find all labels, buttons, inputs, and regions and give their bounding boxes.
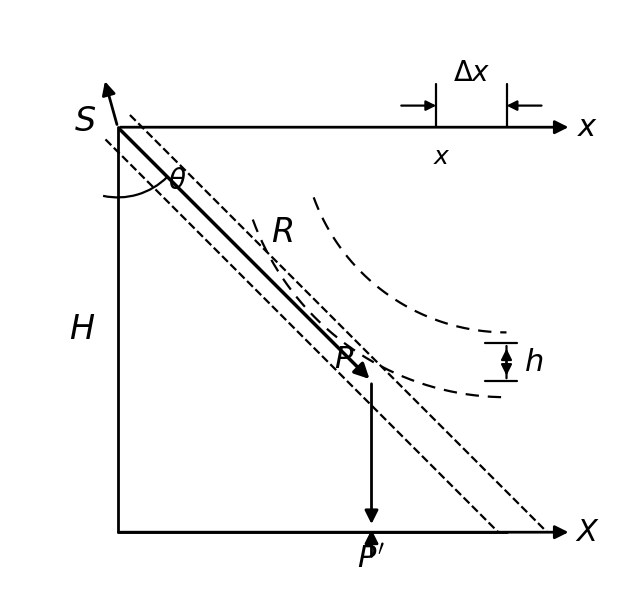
Text: $\mathbf{\it{x}}$: $\mathbf{\it{x}}$ <box>433 145 450 169</box>
Text: $\mathbf{\it{P'}}$: $\mathbf{\it{P'}}$ <box>358 544 385 575</box>
Text: $\mathbf{\it{\theta}}$: $\mathbf{\it{\theta}}$ <box>168 167 186 194</box>
Text: $\mathbf{\it{P}}$: $\mathbf{\it{P}}$ <box>335 344 355 375</box>
Text: $\mathbf{\it{h}}$: $\mathbf{\it{h}}$ <box>524 347 543 377</box>
Text: $\mathbf{\it{S}}$: $\mathbf{\it{S}}$ <box>74 105 97 138</box>
Text: $\mathbf{\it{X}}$: $\mathbf{\it{X}}$ <box>575 517 600 548</box>
Text: $\mathbf{\it{H}}$: $\mathbf{\it{H}}$ <box>69 313 96 346</box>
Text: $\mathbf{\it{R}}$: $\mathbf{\it{R}}$ <box>271 216 293 249</box>
Text: $\mathbf{\it{x}}$: $\mathbf{\it{x}}$ <box>577 112 598 143</box>
Text: $\mathbf{\it{\Delta x}}$: $\mathbf{\it{\Delta x}}$ <box>453 59 490 86</box>
